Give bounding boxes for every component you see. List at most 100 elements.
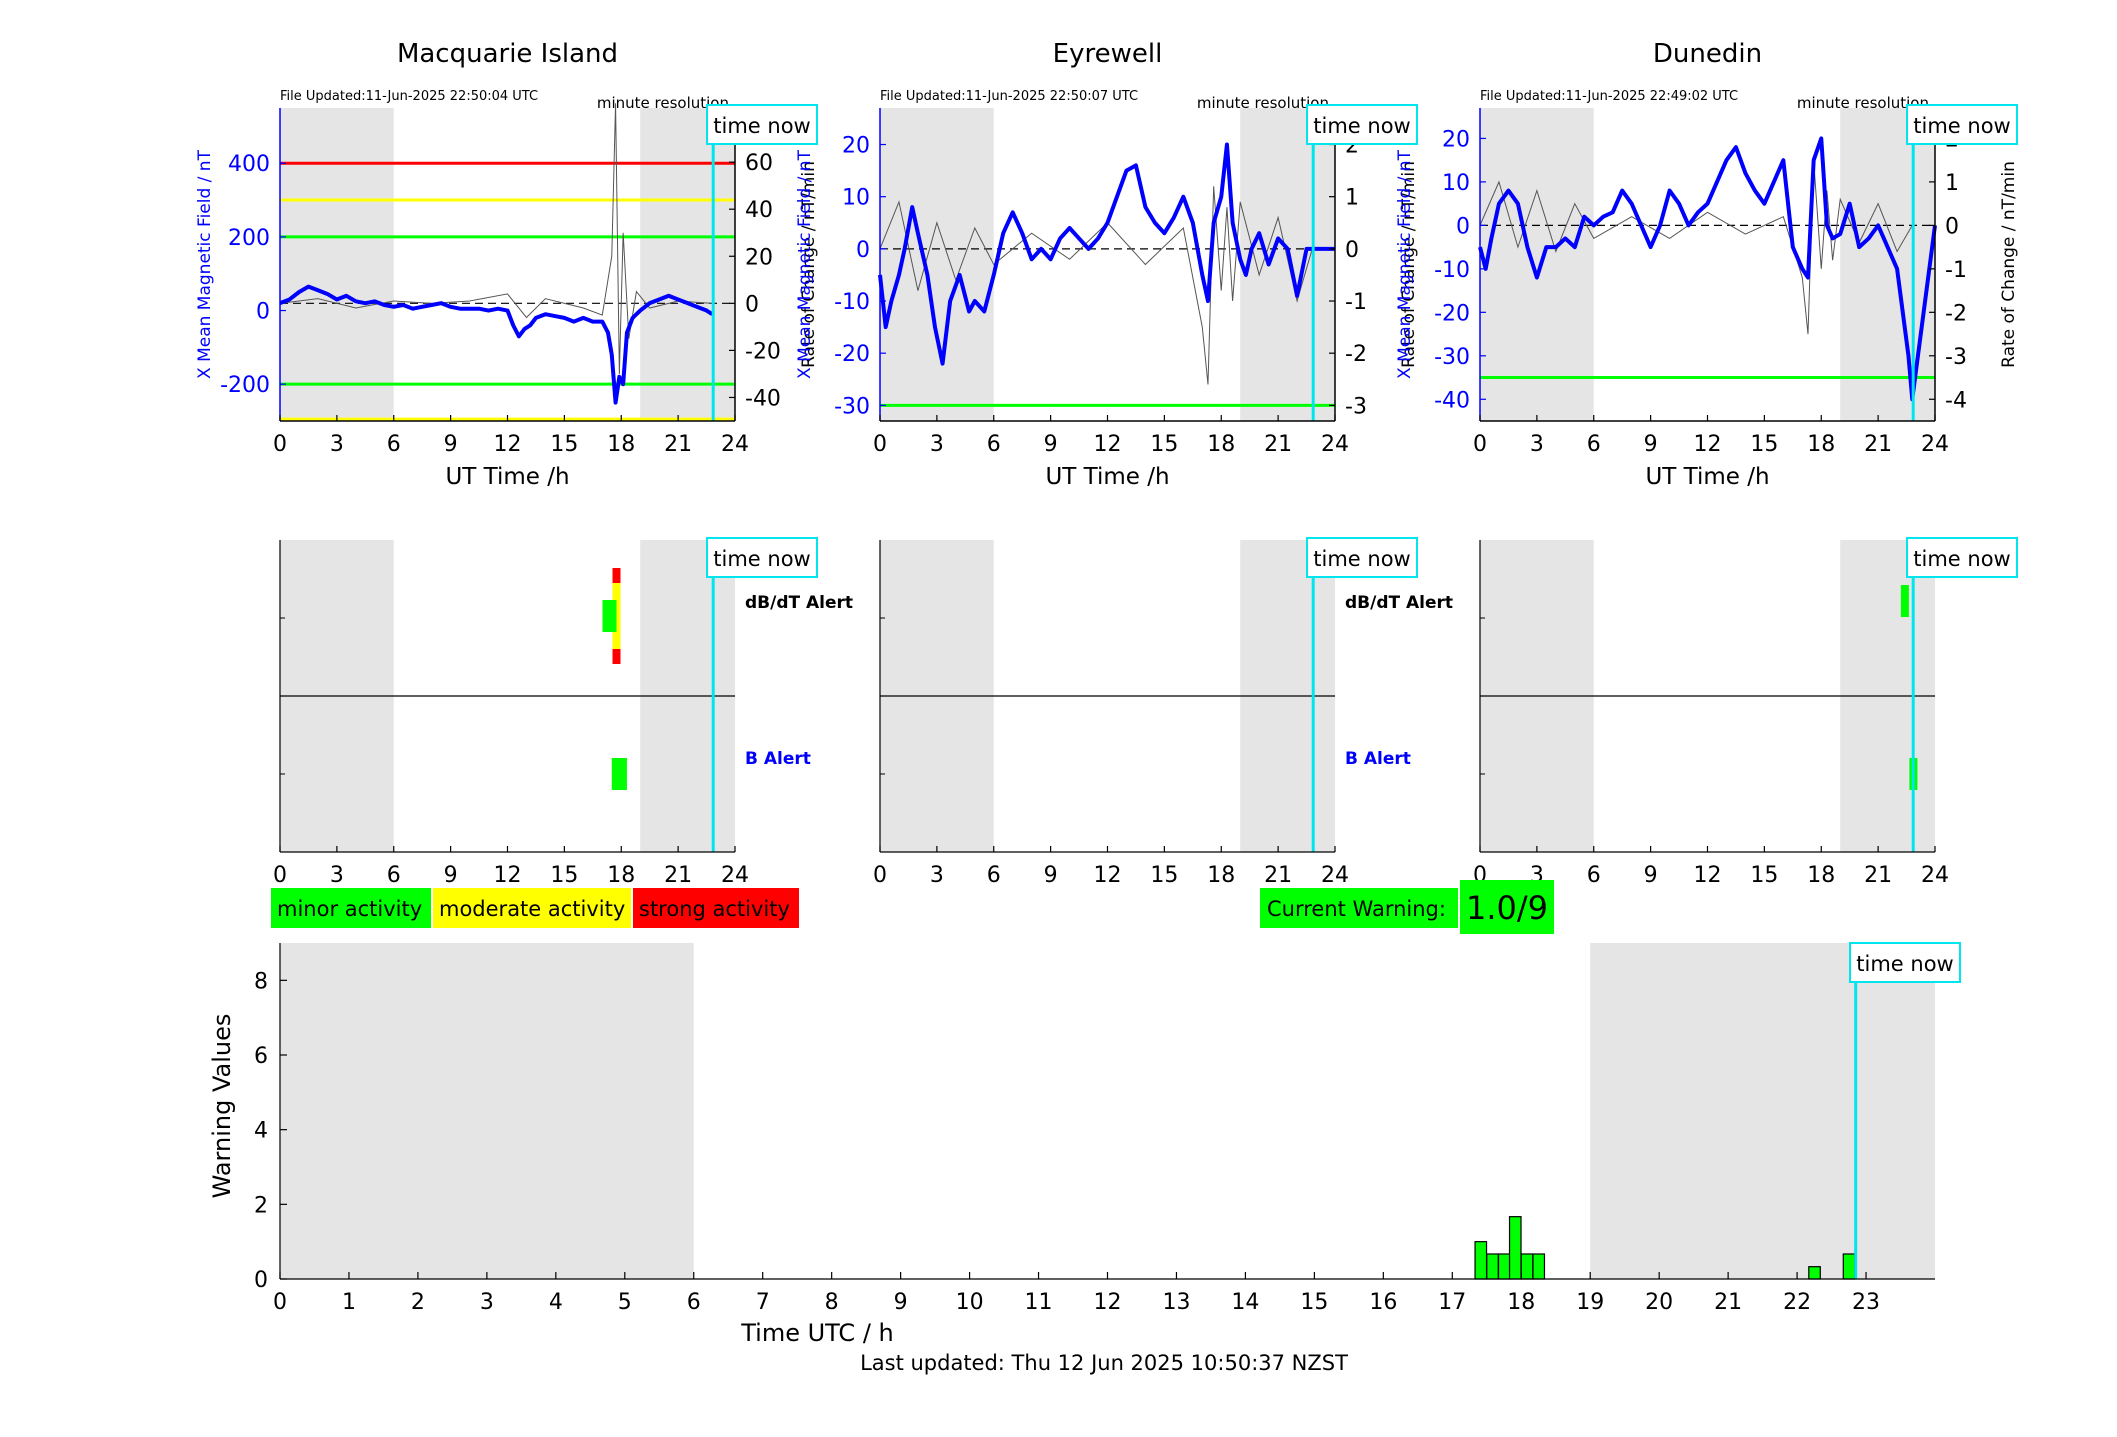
rate-of-change-line: [879, 186, 1313, 385]
y-tick-label: 10: [842, 186, 870, 211]
y-right-tick-label: -40: [745, 386, 781, 411]
night-shade: [640, 108, 735, 421]
y-tick-label: -20: [834, 342, 870, 367]
current-warning-label: Current Warning:: [1267, 897, 1446, 921]
y-right-tick-label: -2: [1945, 301, 1967, 326]
x-tick-label: 6: [387, 432, 401, 457]
x-tick-label: 24: [721, 863, 749, 888]
time-now-callout: [706, 104, 818, 145]
activity-legend: minor activity moderate activity strong ac…: [271, 888, 799, 928]
x-tick-label: 21: [664, 432, 692, 457]
x-tick-label: 19: [1576, 1290, 1604, 1315]
night-shade: [1590, 943, 1935, 1279]
y-tick-label: -10: [1434, 258, 1470, 283]
x-tick-label: 15: [1300, 1290, 1328, 1315]
y-right-tick-label: 60: [745, 151, 773, 176]
magnetic-field-line: [279, 284, 714, 405]
x-tick-label: 6: [1587, 432, 1601, 457]
file-updated-text: File Updated:11-Jun-2025 22:50:04 UTC: [280, 89, 538, 104]
time-now-label: time now: [1313, 547, 1410, 571]
minute-resolution-label: minute resolution: [597, 94, 729, 112]
x-tick-label: 12: [1694, 863, 1722, 888]
x-tick-label: 0: [873, 432, 887, 457]
time-now-callout: [1906, 104, 2018, 145]
legend-swatch: [271, 888, 431, 928]
y-axis-title: X Mean Magnetic Field / nT: [1395, 149, 1415, 379]
file-updated-text: File Updated:11-Jun-2025 22:49:02 UTC: [1480, 89, 1738, 104]
x-tick-label: 24: [1321, 432, 1349, 457]
y-tick-label: 0: [856, 238, 870, 263]
minute-resolution-label: minute resolution: [1797, 94, 1929, 112]
time-now-label: time now: [1856, 952, 1953, 976]
x-tick-label: 0: [273, 863, 287, 888]
time-now-label: time now: [713, 114, 810, 138]
y-tick-label: -30: [834, 394, 870, 419]
y-right-tick-label: -1: [1345, 290, 1367, 315]
y-axis-title: Warning Values: [208, 1014, 236, 1199]
y-axis-title: X Mean Magnetic Field / nT: [795, 149, 815, 379]
field-panel-2: 0 3 6 9 12 15 18 21 24-40-30-20-1001020-4-3-2-10…: [1395, 39, 2019, 490]
station-title: Macquarie Island: [397, 39, 618, 69]
legend-label: moderate activity: [439, 897, 625, 921]
x-tick-label: 7: [756, 1290, 770, 1315]
x-tick-label: 6: [1587, 863, 1601, 888]
x-tick-label: 21: [1264, 432, 1292, 457]
x-tick-label: 15: [1150, 863, 1178, 888]
magnetic-field-line: [878, 142, 1335, 366]
warning-bar: [1842, 1253, 1856, 1280]
time-now-callout: [1306, 104, 1418, 145]
x-tick-label: 11: [1025, 1290, 1053, 1315]
y-right-tick-label: -3: [1945, 345, 1967, 370]
x-tick-label: 13: [1162, 1290, 1190, 1315]
x-tick-label: 0: [273, 432, 287, 457]
y-tick-label: 6: [254, 1044, 268, 1069]
x-tick-label: 3: [480, 1290, 494, 1315]
y-tick-label: -10: [834, 290, 870, 315]
x-tick-label: 10: [956, 1290, 984, 1315]
y-right-axis-title: Rate of Change / nT/min: [1999, 161, 2019, 368]
x-tick-label: 23: [1852, 1290, 1880, 1315]
b-alert-label: B Alert: [1345, 749, 1411, 769]
x-tick-label: 6: [387, 863, 401, 888]
x-tick-label: 4: [549, 1290, 563, 1315]
x-tick-label: 24: [721, 432, 749, 457]
dbdt-alert-minor: [602, 600, 617, 632]
x-tick-label: 18: [1507, 1290, 1535, 1315]
current-warning-value-box: [1460, 880, 1554, 934]
x-tick-label: 18: [607, 432, 635, 457]
x-tick-label: 20: [1645, 1290, 1673, 1315]
warning-bar: [1532, 1253, 1546, 1280]
y-tick-label: 20: [1442, 127, 1470, 152]
time-now-callout: [1306, 537, 1418, 578]
x-tick-label: 12: [1094, 1290, 1122, 1315]
y-right-tick-label: 0: [1345, 238, 1359, 263]
current-warning-value: 1.0/9: [1466, 889, 1548, 927]
x-tick-label: 24: [1921, 863, 1949, 888]
legend-swatch: [633, 888, 799, 928]
y-tick-label: 200: [228, 226, 270, 251]
x-axis-title: UT Time /h: [445, 464, 569, 490]
y-right-tick-label: -3: [1345, 394, 1367, 419]
x-tick-label: 9: [894, 1290, 908, 1315]
y-right-tick-label: 1: [1345, 186, 1359, 211]
x-tick-label: 12: [1094, 432, 1122, 457]
y-tick-label: 10: [1442, 171, 1470, 196]
current-warning: Current Warning: 1.0/9: [1260, 880, 1554, 934]
x-tick-label: 0: [873, 863, 887, 888]
y-right-tick-label: -20: [745, 339, 781, 364]
alert-panel-0: 0 3 6 9 12 15 18 21 24 dB/dT Alert B Alert time now: [273, 537, 853, 888]
warning-bar: [1508, 1216, 1522, 1280]
x-tick-label: 21: [664, 863, 692, 888]
x-tick-label: 21: [1714, 1290, 1742, 1315]
time-now-callout: [706, 537, 818, 578]
dbdt-alert-bar: [1900, 585, 1909, 617]
x-tick-label: 15: [550, 432, 578, 457]
x-tick-label: 15: [1150, 432, 1178, 457]
x-tick-label: 16: [1369, 1290, 1397, 1315]
x-tick-label: 18: [1207, 432, 1235, 457]
warning-values-chart: 0 1 2 3 4 5 6 7 8 9 10 11 12 13 14 15 16 17 18 19 20 21 22 2302…: [208, 942, 1961, 1347]
x-tick-label: 18: [1807, 863, 1835, 888]
file-updated-text: File Updated:11-Jun-2025 22:50:07 UTC: [880, 89, 1138, 104]
x-tick-label: 3: [330, 863, 344, 888]
y-right-tick-label: -1: [1945, 258, 1967, 283]
